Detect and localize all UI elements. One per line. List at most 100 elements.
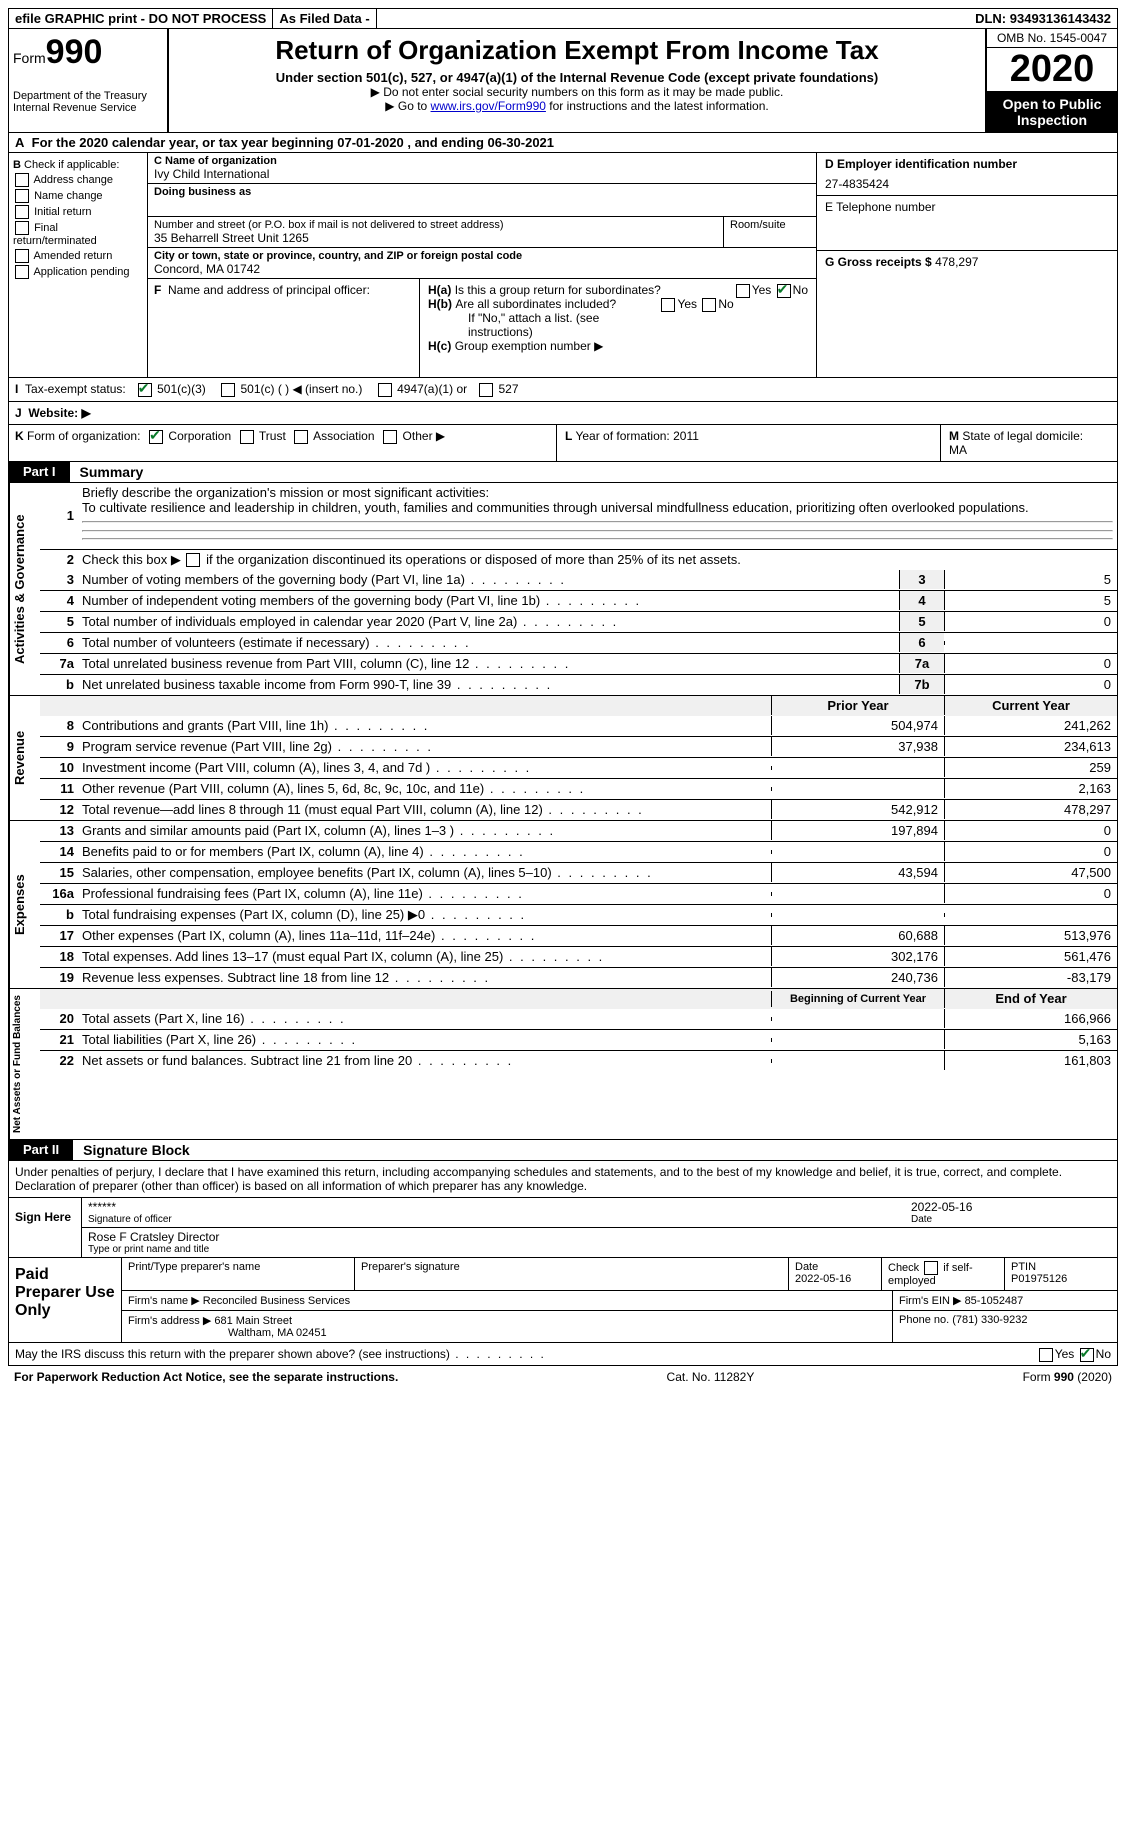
section-expenses: Expenses 13Grants and similar amounts pa… — [8, 821, 1118, 989]
chk-discuss-yes[interactable] — [1039, 1348, 1053, 1362]
row-a-tax-year: A For the 2020 calendar year, or tax yea… — [8, 133, 1118, 153]
section-governance: Activities & Governance 1 Briefly descri… — [8, 483, 1118, 696]
state-domicile: MA — [949, 443, 967, 457]
col-c-org-info: C Name of organization Ivy Child Interna… — [148, 153, 816, 377]
chk-app-pending[interactable] — [15, 265, 29, 279]
tax-year: 2020 — [987, 48, 1117, 92]
prep-date: 2022-05-16 — [795, 1273, 851, 1285]
sig-stars: ****** — [88, 1200, 911, 1214]
note-link: ▶ Go to www.irs.gov/Form990 for instruct… — [175, 99, 979, 113]
chk-hb-no[interactable] — [702, 298, 716, 312]
topbar: efile GRAPHIC print - DO NOT PROCESS As … — [8, 8, 1118, 29]
chk-name-change[interactable] — [15, 189, 29, 203]
dba-label: Doing business as — [154, 186, 810, 198]
chk-final-return[interactable] — [15, 221, 29, 235]
table-row: 22Net assets or fund balances. Subtract … — [40, 1050, 1117, 1071]
table-row: 6Total number of volunteers (estimate if… — [40, 632, 1117, 653]
table-row: 20Total assets (Part X, line 16)166,966 — [40, 1009, 1117, 1029]
table-row: 7aTotal unrelated business revenue from … — [40, 653, 1117, 674]
gross-receipts-label: G Gross receipts $ — [825, 255, 932, 269]
firm-phone: (781) 330-9232 — [952, 1314, 1027, 1326]
chk-501c3[interactable] — [138, 383, 152, 397]
chk-527[interactable] — [479, 383, 493, 397]
vlabel-net-assets: Net Assets or Fund Balances — [9, 989, 40, 1139]
table-row: 3Number of voting members of the governi… — [40, 570, 1117, 590]
perjury-statement: Under penalties of perjury, I declare th… — [9, 1161, 1117, 1197]
form-ref: Form 990 (2020) — [1023, 1370, 1112, 1384]
chk-assoc[interactable] — [294, 430, 308, 444]
form-subtitle: Under section 501(c), 527, or 4947(a)(1)… — [175, 70, 979, 85]
form-header: Form990 Department of the Treasury Inter… — [8, 29, 1118, 133]
mission-text: To cultivate resilience and leadership i… — [82, 500, 1029, 515]
table-row: 14Benefits paid to or for members (Part … — [40, 841, 1117, 862]
table-row: 9Program service revenue (Part VIII, lin… — [40, 736, 1117, 757]
dept-label: Department of the Treasury Internal Reve… — [13, 90, 163, 114]
section-net-assets: Net Assets or Fund Balances Beginning of… — [8, 989, 1118, 1140]
cat-no: Cat. No. 11282Y — [667, 1370, 755, 1384]
firm-ein: 85-1052487 — [965, 1295, 1024, 1307]
chk-ha-yes[interactable] — [736, 284, 750, 298]
firm-name: Reconciled Business Services — [203, 1295, 350, 1307]
org-name: Ivy Child International — [154, 167, 810, 181]
table-row: 15Salaries, other compensation, employee… — [40, 862, 1117, 883]
col-d-ein: D Employer identification number 27-4835… — [816, 153, 1117, 377]
chk-4947[interactable] — [378, 383, 392, 397]
table-row: 5Total number of individuals employed in… — [40, 611, 1117, 632]
chk-initial-return[interactable] — [15, 205, 29, 219]
table-row: bNet unrelated business taxable income f… — [40, 674, 1117, 695]
dln-label: DLN: — [975, 11, 1006, 26]
table-row: 16aProfessional fundraising fees (Part I… — [40, 883, 1117, 904]
footer: For Paperwork Reduction Act Notice, see … — [8, 1366, 1118, 1388]
chk-amended[interactable] — [15, 249, 29, 263]
gross-receipts-value: 478,297 — [935, 255, 978, 269]
row-k-l-m: K Form of organization: Corporation Trus… — [8, 425, 1118, 462]
ein-label: D Employer identification number — [825, 157, 1017, 171]
part2-header: Part II Signature Block — [8, 1140, 1118, 1161]
omb-number: OMB No. 1545-0047 — [987, 29, 1117, 48]
chk-address-change[interactable] — [15, 173, 29, 187]
table-row: 17Other expenses (Part IX, column (A), l… — [40, 925, 1117, 946]
ein-value: 27-4835424 — [825, 177, 1109, 191]
chk-discuss-no[interactable] — [1080, 1348, 1094, 1362]
table-row: 12Total revenue—add lines 8 through 11 (… — [40, 799, 1117, 820]
chk-self-employed[interactable] — [924, 1261, 938, 1275]
table-row: 21Total liabilities (Part X, line 26)5,1… — [40, 1029, 1117, 1050]
chk-corp[interactable] — [149, 430, 163, 444]
chk-other[interactable] — [383, 430, 397, 444]
row-j-website: J Website: ▶ — [8, 402, 1118, 425]
chk-ha-no[interactable] — [777, 284, 791, 298]
form-number: Form990 — [13, 33, 163, 72]
row-i-tax-status: I Tax-exempt status: 501(c)(3) 501(c) ( … — [8, 378, 1118, 402]
vlabel-revenue: Revenue — [9, 696, 40, 820]
sign-here-label: Sign Here — [9, 1198, 82, 1257]
prior-year-header: Prior Year — [771, 696, 944, 715]
street-address: 35 Beharrell Street Unit 1265 — [154, 231, 717, 245]
chk-trust[interactable] — [240, 430, 254, 444]
principal-officer-label: Name and address of principal officer: — [168, 283, 370, 297]
table-row: 10Investment income (Part VIII, column (… — [40, 757, 1117, 778]
irs-link[interactable]: www.irs.gov/Form990 — [431, 99, 546, 113]
open-inspection: Open to Public Inspection — [987, 92, 1117, 132]
org-name-label: C Name of organization — [154, 155, 810, 167]
sig-date: 2022-05-16 — [911, 1200, 1111, 1214]
part1-header: Part I Summary — [8, 462, 1118, 483]
paid-preparer-label: Paid Preparer Use Only — [9, 1258, 122, 1342]
table-row: bTotal fundraising expenses (Part IX, co… — [40, 904, 1117, 925]
header-grid: B Check if applicable: Address change Na… — [8, 153, 1118, 378]
table-row: 4Number of independent voting members of… — [40, 590, 1117, 611]
firm-addr: 681 Main Street — [214, 1315, 292, 1327]
form-title: Return of Organization Exempt From Incom… — [175, 35, 979, 66]
dln: DLN: 93493136143432 — [969, 9, 1117, 28]
h-section: H(a) Is this a group return for subordin… — [420, 279, 816, 377]
chk-discontinued[interactable] — [186, 553, 200, 567]
note-ssn: ▶ Do not enter social security numbers o… — [175, 85, 979, 99]
paperwork-notice: For Paperwork Reduction Act Notice, see … — [14, 1370, 398, 1384]
chk-501c[interactable] — [221, 383, 235, 397]
addr-label: Number and street (or P.O. box if mail i… — [154, 219, 717, 231]
dln-value: 93493136143432 — [1010, 11, 1111, 26]
section-revenue: Revenue Prior Year Current Year 8Contrib… — [8, 696, 1118, 821]
current-year-header: Current Year — [944, 696, 1117, 715]
table-row: 18Total expenses. Add lines 13–17 (must … — [40, 946, 1117, 967]
chk-hb-yes[interactable] — [661, 298, 675, 312]
vlabel-governance: Activities & Governance — [9, 483, 40, 695]
